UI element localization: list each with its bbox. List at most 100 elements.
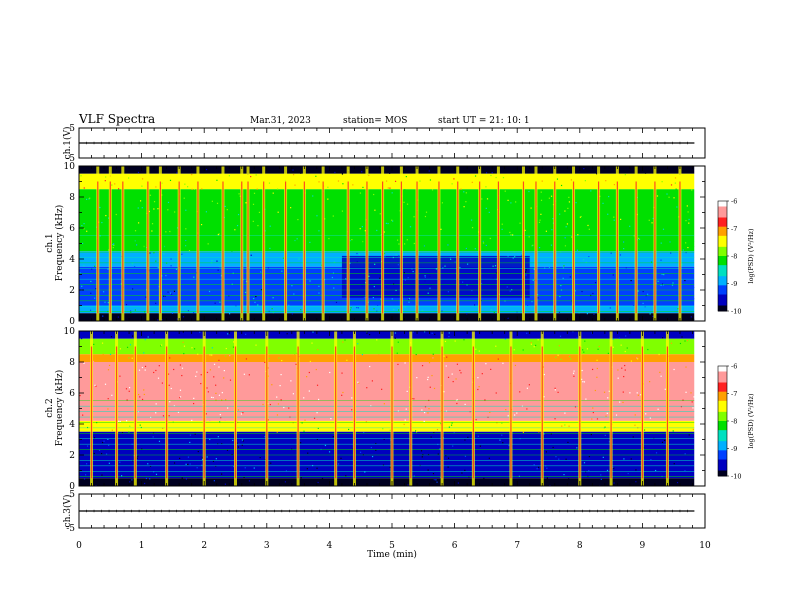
colorbar-segment	[718, 448, 727, 451]
speckle	[170, 387, 172, 390]
speckle	[465, 247, 467, 250]
speckle	[416, 377, 418, 379]
speckle	[185, 463, 187, 465]
speckle	[434, 333, 436, 335]
speckle	[228, 175, 230, 177]
speckle	[137, 455, 139, 457]
speckle	[436, 428, 439, 431]
speckle	[101, 474, 103, 476]
speckle	[592, 292, 594, 295]
colorbar-segment	[718, 248, 727, 251]
speckle	[239, 445, 241, 447]
speckle	[650, 261, 653, 263]
colorbar-segment	[718, 411, 727, 415]
colorbar-segment	[718, 400, 727, 404]
burst-core-18	[641, 346, 643, 479]
speckle	[359, 185, 361, 187]
speckle	[537, 294, 539, 296]
speckle	[255, 174, 257, 176]
speckle	[199, 331, 201, 333]
speckle	[550, 244, 553, 246]
speckle	[424, 331, 426, 333]
speckle	[309, 280, 311, 282]
speckle	[562, 277, 564, 279]
speckle	[439, 476, 442, 478]
speckle	[181, 374, 183, 377]
speckle	[160, 345, 162, 347]
speckle	[477, 377, 479, 379]
speckle	[594, 282, 597, 284]
speckle	[421, 309, 423, 311]
speckle	[133, 273, 135, 275]
speckle	[403, 201, 405, 203]
speckle	[533, 464, 535, 466]
speckle	[157, 319, 159, 321]
colorbar-segment	[718, 470, 727, 473]
speckle	[456, 363, 459, 365]
speckle	[304, 444, 306, 447]
speckle	[281, 270, 283, 272]
speckle	[448, 426, 450, 428]
speckle	[492, 277, 494, 279]
speckle	[135, 244, 138, 246]
speckle	[480, 299, 482, 302]
speckle	[306, 468, 308, 470]
speckle	[317, 319, 320, 321]
speckle	[193, 390, 196, 392]
speckle	[200, 374, 202, 376]
speckle	[300, 309, 302, 311]
ch2-spectrogram-ylabel-line2: Frequency (kHz)	[54, 370, 65, 447]
speckle	[243, 476, 245, 478]
speckle	[176, 172, 178, 174]
speckle	[109, 409, 112, 411]
speckle	[437, 453, 439, 455]
speckle	[107, 398, 109, 400]
speckle	[544, 310, 547, 312]
speckle	[355, 167, 357, 169]
speckle	[215, 392, 217, 394]
speckle	[86, 445, 89, 447]
speckle	[640, 394, 642, 396]
ch1-spectrogram-ylabel-line2: Frequency (kHz)	[54, 205, 65, 282]
speckle	[164, 204, 167, 206]
speckle	[114, 313, 117, 316]
speckle	[84, 234, 86, 236]
colorbar-segment	[718, 241, 727, 244]
speckle	[596, 359, 598, 361]
speckle	[477, 435, 479, 437]
speckle	[368, 174, 370, 177]
colorbar-segment	[718, 443, 727, 446]
power-band-0	[79, 166, 695, 174]
speckle	[691, 401, 693, 403]
speckle	[583, 462, 586, 464]
speckle	[118, 188, 120, 190]
speckle	[474, 175, 477, 177]
speckle	[264, 361, 266, 364]
speckle	[143, 318, 145, 320]
speckle	[543, 317, 545, 319]
speckle	[312, 195, 314, 197]
colorbar-segment	[718, 375, 727, 378]
speckle	[565, 211, 567, 213]
speckle	[582, 202, 584, 204]
speckle	[170, 265, 172, 267]
speckle	[315, 175, 317, 177]
speckle	[364, 471, 366, 473]
speckle	[642, 302, 644, 305]
speckle	[138, 393, 140, 396]
speckle	[280, 399, 282, 401]
speckle	[464, 455, 467, 457]
speckle	[574, 300, 576, 302]
speckle	[259, 196, 261, 198]
speckle	[554, 389, 556, 391]
colorbar-label: log(PSD) (V²/Hz)	[747, 393, 755, 448]
speckle	[218, 394, 221, 396]
speckle	[226, 449, 229, 451]
speckle	[252, 185, 254, 188]
speckle	[514, 364, 517, 367]
speckle	[211, 354, 213, 356]
speckle	[608, 390, 610, 392]
speckle	[218, 233, 220, 235]
speckle	[188, 250, 191, 252]
speckle	[278, 357, 280, 359]
